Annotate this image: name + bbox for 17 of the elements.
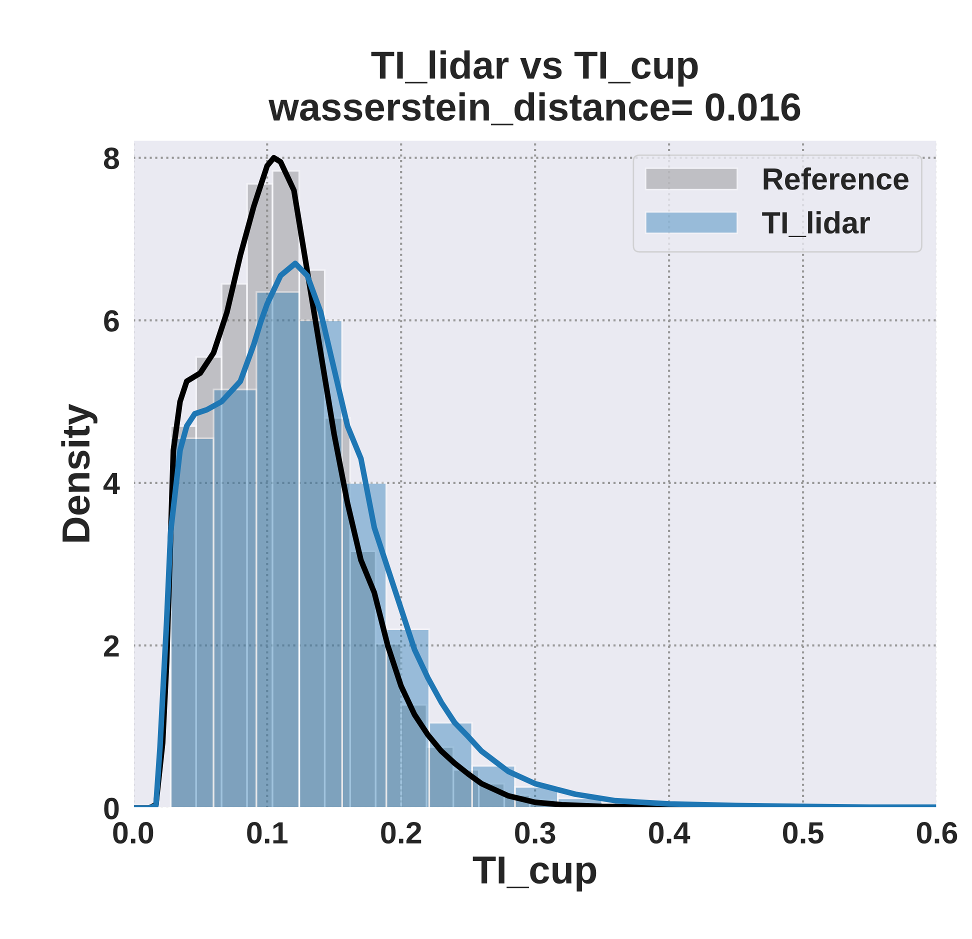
x-tick-label: 0.6 bbox=[916, 822, 958, 844]
x-tick-label: 0.4 bbox=[649, 822, 690, 844]
y-tick-label: 4 bbox=[103, 472, 120, 494]
x-tick-label: 0.0 bbox=[113, 822, 154, 844]
x-tick-label: 0.3 bbox=[515, 822, 556, 844]
x-tick-label: 0.1 bbox=[247, 822, 288, 844]
legend-label: TI_lidar bbox=[762, 211, 870, 238]
legend-label: Reference bbox=[764, 167, 908, 190]
x-axis-title: TI_cup bbox=[472, 856, 596, 892]
chart-title: TI_lidar vs TI_cup wasserstein_distance= 0.016 bbox=[268, 50, 800, 126]
y-tick-label: 6 bbox=[104, 310, 119, 332]
x-tick-label: 0.5 bbox=[783, 822, 824, 844]
y-tick-label: 0 bbox=[104, 798, 119, 820]
x-tick-label: 0.2 bbox=[381, 822, 422, 844]
y-axis-title: Density bbox=[61, 404, 98, 542]
y-tick-label: 2 bbox=[104, 635, 119, 657]
y-tick-label: 8 bbox=[104, 148, 120, 170]
